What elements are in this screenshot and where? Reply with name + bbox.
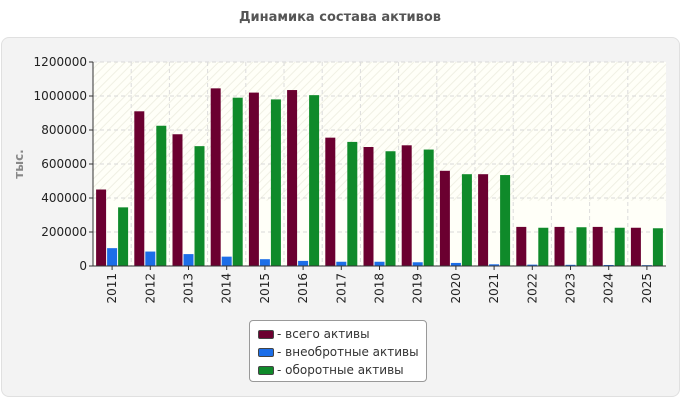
bar-noncurrent bbox=[259, 259, 270, 266]
legend-swatch-total bbox=[258, 329, 274, 339]
bar-current bbox=[576, 227, 587, 266]
bar-current bbox=[309, 95, 320, 267]
bar-total bbox=[554, 226, 565, 266]
legend-item-noncurrent: - внеобротные активы bbox=[258, 343, 426, 361]
bar-noncurrent bbox=[374, 261, 385, 266]
bar-noncurrent bbox=[107, 248, 118, 266]
chart-title: Динамика состава активов bbox=[238, 10, 442, 25]
bar-noncurrent bbox=[221, 256, 232, 266]
bar-current bbox=[423, 149, 434, 266]
bar-current bbox=[500, 175, 511, 266]
bar-total bbox=[516, 226, 527, 266]
bar-noncurrent bbox=[183, 254, 194, 266]
y-tick-label: 800000 bbox=[41, 123, 87, 137]
bar-total bbox=[478, 174, 489, 266]
plot-area-hatch bbox=[93, 62, 666, 201]
bar-current bbox=[232, 97, 243, 266]
bar-noncurrent bbox=[603, 264, 614, 266]
y-axis-label: тыс. bbox=[12, 149, 26, 178]
bar-total bbox=[172, 134, 183, 266]
bar-current bbox=[347, 141, 358, 266]
x-tick-label: 2022 bbox=[525, 273, 539, 304]
x-tick-label: 2012 bbox=[143, 273, 157, 304]
x-tick-label: 2015 bbox=[258, 273, 272, 304]
bar-noncurrent bbox=[412, 262, 423, 266]
x-tick-label: 2020 bbox=[449, 273, 463, 304]
legend-swatch-noncurrent bbox=[258, 347, 274, 357]
bar-total bbox=[592, 226, 603, 266]
legend: - всего активы - внеобротные активы - об… bbox=[249, 320, 427, 382]
bar-current bbox=[614, 227, 625, 266]
x-tick-label: 2014 bbox=[220, 273, 234, 304]
bar-total bbox=[134, 111, 145, 266]
x-tick-label: 2021 bbox=[487, 273, 501, 304]
bar-total bbox=[325, 137, 336, 266]
legend-label-noncurrent: - внеобротные активы bbox=[277, 345, 419, 359]
bar-total bbox=[363, 147, 374, 266]
bar-total bbox=[287, 90, 298, 266]
bar-noncurrent bbox=[298, 260, 309, 266]
y-tick-label: 1200000 bbox=[34, 55, 87, 69]
legend-item-current: - оборотные активы bbox=[258, 361, 426, 379]
y-tick-label: 600000 bbox=[41, 157, 87, 171]
bar-noncurrent bbox=[527, 264, 538, 266]
x-tick-label: 2019 bbox=[411, 273, 425, 304]
bar-current bbox=[118, 207, 129, 266]
bar-total bbox=[96, 189, 107, 266]
x-tick-label: 2013 bbox=[182, 273, 196, 304]
bar-current bbox=[270, 99, 281, 267]
bar-current bbox=[538, 227, 549, 266]
y-tick-label: 400000 bbox=[41, 191, 87, 205]
bar-total bbox=[439, 170, 450, 266]
bar-current bbox=[156, 125, 167, 266]
legend-item-total: - всего активы bbox=[258, 325, 426, 343]
bar-noncurrent bbox=[489, 264, 500, 266]
x-tick-label: 2011 bbox=[105, 273, 119, 304]
bar-total bbox=[630, 227, 641, 266]
bar-current bbox=[194, 146, 205, 266]
bar-noncurrent bbox=[336, 261, 347, 266]
bar-total bbox=[248, 92, 259, 266]
y-tick-label: 0 bbox=[79, 259, 87, 273]
x-tick-label: 2018 bbox=[373, 273, 387, 304]
x-tick-label: 2024 bbox=[602, 273, 616, 304]
bar-current bbox=[385, 151, 396, 266]
legend-label-current: - оборотные активы bbox=[277, 363, 404, 377]
bar-current bbox=[652, 228, 663, 266]
y-tick-label: 200000 bbox=[41, 225, 87, 239]
bar-total bbox=[401, 145, 412, 266]
x-tick-label: 2016 bbox=[296, 273, 310, 304]
x-tick-label: 2025 bbox=[640, 273, 654, 304]
bar-total bbox=[210, 88, 221, 266]
x-tick-label: 2017 bbox=[334, 273, 348, 304]
legend-swatch-current bbox=[258, 365, 274, 375]
bar-current bbox=[461, 174, 472, 266]
legend-label-total: - всего активы bbox=[277, 327, 370, 341]
y-tick-label: 1000000 bbox=[34, 89, 87, 103]
x-tick-label: 2023 bbox=[564, 273, 578, 304]
bar-noncurrent bbox=[565, 264, 576, 266]
bar-noncurrent bbox=[450, 262, 461, 266]
bar-noncurrent bbox=[145, 251, 156, 266]
